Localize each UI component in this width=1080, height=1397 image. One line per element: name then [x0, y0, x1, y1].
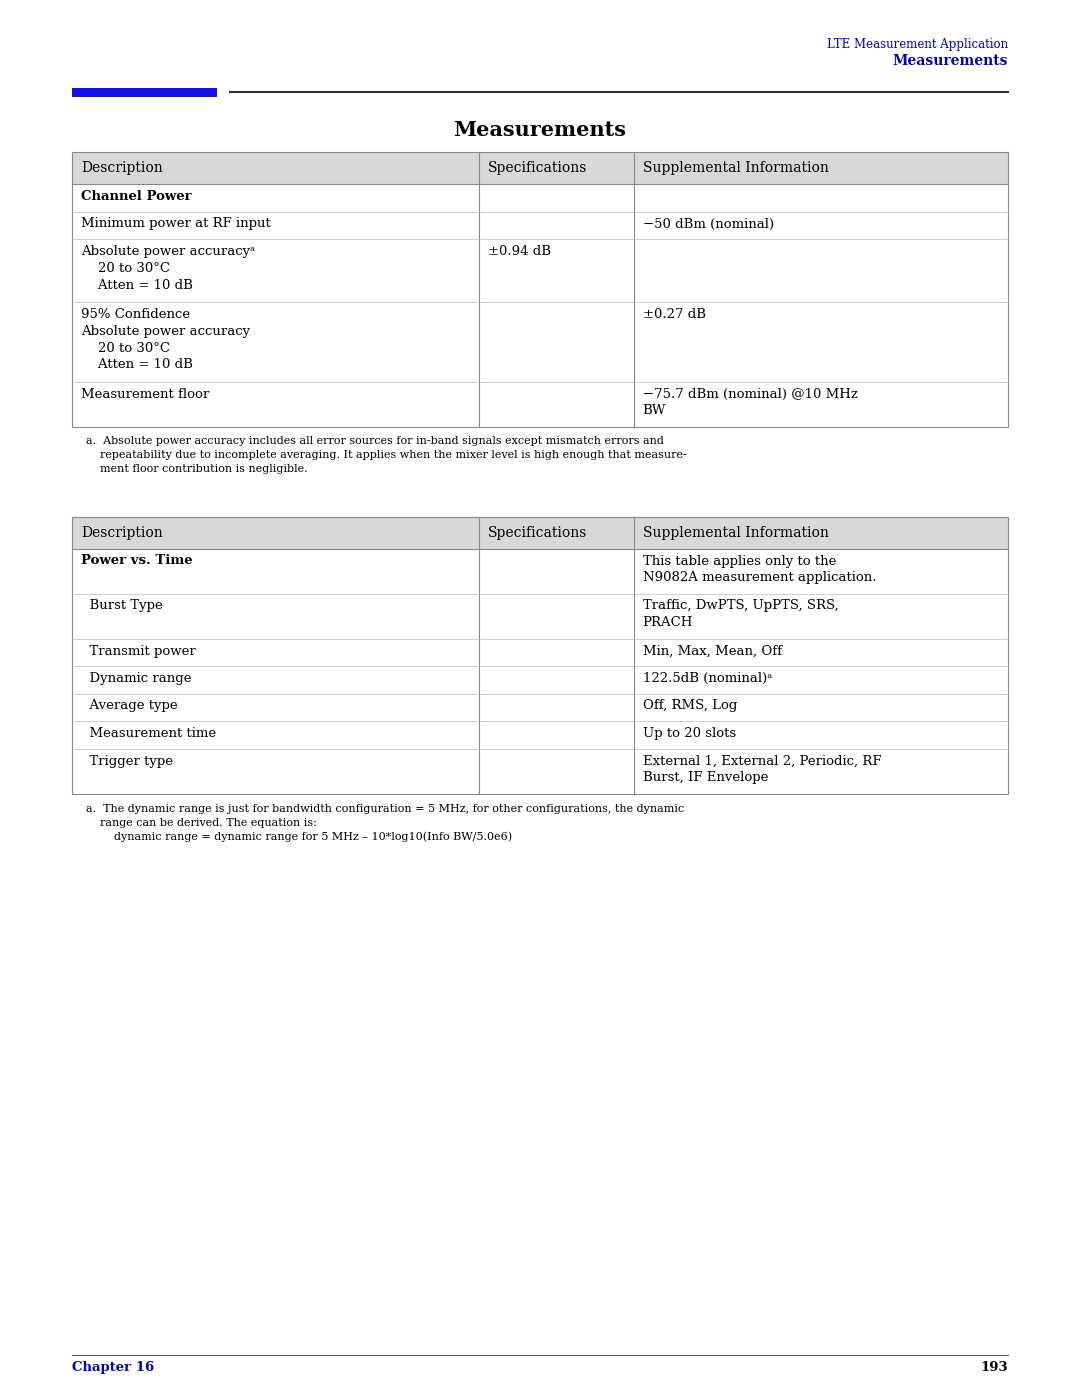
Text: Measurements: Measurements: [892, 54, 1008, 68]
Text: Absolute power accuracyᵃ
    20 to 30°C
    Atten = 10 dB: Absolute power accuracyᵃ 20 to 30°C Atte…: [81, 244, 255, 292]
Text: −75.7 dBm (nominal) @10 MHz
BW: −75.7 dBm (nominal) @10 MHz BW: [643, 387, 858, 418]
Text: Traffic, DwPTS, UpPTS, SRS,
PRACH: Traffic, DwPTS, UpPTS, SRS, PRACH: [643, 599, 838, 630]
Text: repeatability due to incomplete averaging. It applies when the mixer level is hi: repeatability due to incomplete averagin…: [86, 450, 687, 461]
Text: Up to 20 slots: Up to 20 slots: [643, 726, 735, 740]
Text: External 1, External 2, Periodic, RF
Burst, IF Envelope: External 1, External 2, Periodic, RF Bur…: [643, 754, 881, 785]
Text: Measurement floor: Measurement floor: [81, 387, 210, 401]
Text: Dynamic range: Dynamic range: [81, 672, 191, 685]
Text: Specifications: Specifications: [488, 525, 588, 539]
Text: Description: Description: [81, 525, 163, 539]
Text: 193: 193: [981, 1361, 1008, 1375]
Text: Measurement time: Measurement time: [81, 726, 216, 740]
Text: Specifications: Specifications: [488, 161, 588, 175]
Text: Off, RMS, Log: Off, RMS, Log: [643, 700, 737, 712]
Bar: [72, 88, 217, 96]
Text: Supplemental Information: Supplemental Information: [643, 161, 828, 175]
Text: Description: Description: [81, 161, 163, 175]
Text: Min, Max, Mean, Off: Min, Max, Mean, Off: [643, 644, 782, 658]
Text: 95% Confidence
Absolute power accuracy
    20 to 30°C
    Atten = 10 dB: 95% Confidence Absolute power accuracy 2…: [81, 307, 251, 372]
Text: Minimum power at RF input: Minimum power at RF input: [81, 218, 271, 231]
Bar: [72, 517, 1008, 549]
Bar: [72, 152, 1008, 426]
Text: ±0.94 dB: ±0.94 dB: [488, 244, 551, 258]
Bar: [72, 152, 1008, 184]
Text: ment floor contribution is negligible.: ment floor contribution is negligible.: [86, 464, 308, 475]
Text: a.  The dynamic range is just for bandwidth configuration = 5 MHz, for other con: a. The dynamic range is just for bandwid…: [86, 803, 685, 813]
Text: Power vs. Time: Power vs. Time: [81, 555, 192, 567]
Text: Supplemental Information: Supplemental Information: [643, 525, 828, 539]
Text: 122.5dB (nominal)ᵃ: 122.5dB (nominal)ᵃ: [643, 672, 772, 685]
Text: −50 dBm (nominal): −50 dBm (nominal): [643, 218, 773, 231]
Text: Measurements: Measurements: [454, 120, 626, 140]
Text: LTE Measurement Application: LTE Measurement Application: [827, 38, 1008, 52]
Text: range can be derived. The equation is:: range can be derived. The equation is:: [86, 817, 316, 827]
Text: Transmit power: Transmit power: [81, 644, 195, 658]
Text: Average type: Average type: [81, 700, 177, 712]
Text: dynamic range = dynamic range for 5 MHz – 10*log10(Info BW/5.0e6): dynamic range = dynamic range for 5 MHz …: [86, 831, 512, 842]
Text: Trigger type: Trigger type: [81, 754, 173, 767]
Text: ±0.27 dB: ±0.27 dB: [643, 307, 705, 320]
Text: This table applies only to the
N9082A measurement application.: This table applies only to the N9082A me…: [643, 555, 876, 584]
Bar: [72, 517, 1008, 793]
Text: Chapter 16: Chapter 16: [72, 1361, 154, 1375]
Text: Burst Type: Burst Type: [81, 599, 163, 612]
Text: a.  Absolute power accuracy includes all error sources for in-band signals excep: a. Absolute power accuracy includes all …: [86, 436, 664, 447]
Text: Channel Power: Channel Power: [81, 190, 191, 203]
